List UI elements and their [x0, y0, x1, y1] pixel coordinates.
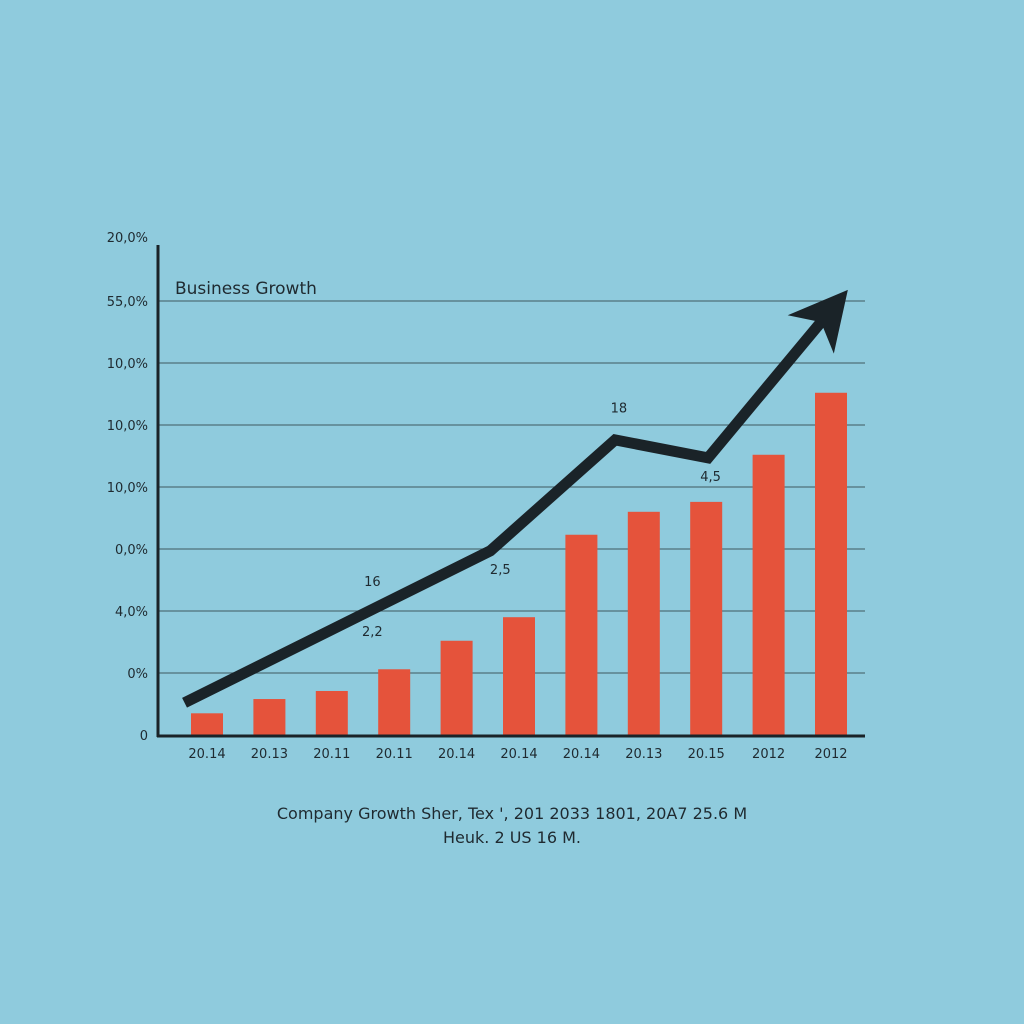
y-tick-label: 10,0% [107, 357, 148, 372]
x-tick-label: 20.13 [251, 747, 288, 762]
x-tick-label: 20.11 [313, 747, 350, 762]
y-tick-label: 4,0% [115, 605, 148, 620]
x-tick-label: 20.14 [563, 747, 600, 762]
bar [315, 690, 348, 735]
y-tick-label: 0,0% [115, 543, 148, 558]
bar [627, 511, 660, 735]
x-tick-label: 20.15 [688, 747, 725, 762]
bar [565, 534, 598, 735]
x-tick-label: 2012 [814, 747, 847, 762]
y-tick-label: 10,0% [107, 419, 148, 434]
y-tick-label: 0 [140, 729, 148, 744]
bar [440, 640, 473, 735]
data-label: 2,2 [362, 625, 383, 640]
y-tick-label: 0% [127, 667, 148, 682]
bar [815, 392, 847, 735]
bar [191, 713, 223, 735]
bar [253, 699, 286, 735]
chart-title: Business Growth [175, 279, 317, 299]
x-tick-label: 20.14 [500, 747, 537, 762]
bar [752, 454, 785, 735]
x-tick-label: 20.11 [376, 747, 413, 762]
data-label: 4,5 [700, 470, 721, 485]
bar [690, 501, 723, 735]
data-label: 18 [611, 402, 628, 417]
caption-line-2: Heuk. 2 US 16 M. [442, 828, 581, 847]
bar [378, 669, 411, 735]
x-tick-label: 20.14 [438, 747, 475, 762]
y-tick-label: 20,0% [107, 231, 148, 246]
x-tick-label: 2012 [752, 747, 785, 762]
bar [503, 617, 535, 735]
trend-arrow-head [787, 289, 848, 354]
trend-line [182, 317, 827, 708]
y-tick-label: 55,0% [107, 295, 148, 310]
x-tick-label: 20.14 [188, 747, 225, 762]
x-tick-label: 20.13 [625, 747, 662, 762]
data-label: 2,5 [490, 563, 511, 578]
data-label: 16 [364, 575, 381, 590]
caption-line-1: Company Growth Sher, Tex ', 201 2033 180… [276, 804, 748, 823]
y-tick-label: 10,0% [107, 481, 148, 496]
